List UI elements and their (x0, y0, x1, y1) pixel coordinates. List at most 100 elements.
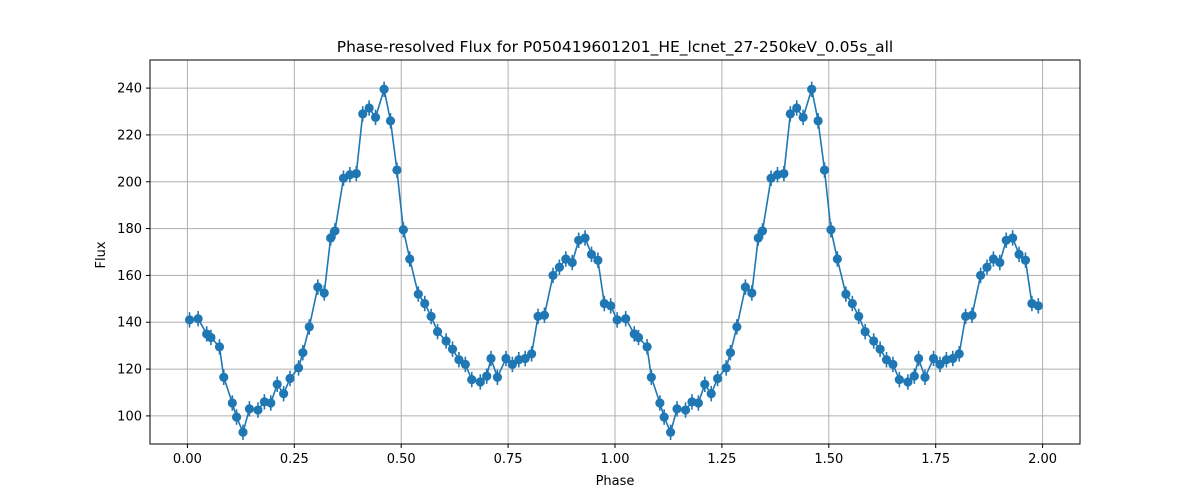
data-point (646, 372, 656, 382)
data-point (813, 116, 823, 126)
data-point (413, 289, 423, 299)
grid (150, 60, 1080, 444)
data-point (665, 427, 676, 437)
data-point (869, 336, 879, 346)
data-point (832, 254, 842, 264)
data-point (913, 353, 924, 364)
data-point (792, 103, 802, 113)
data-point (567, 257, 577, 268)
data-point (713, 373, 723, 384)
x-tick-label: 0.50 (387, 452, 416, 467)
x-tick-label: 0.75 (494, 452, 523, 467)
data-point (330, 226, 340, 236)
data-point (266, 398, 276, 408)
y-tick-label: 220 (117, 128, 142, 143)
data-point (385, 116, 396, 126)
data-point (732, 322, 742, 332)
data-point (826, 225, 836, 235)
data-point (370, 112, 381, 122)
data-point (785, 109, 795, 119)
data-point (881, 355, 892, 365)
data-point (244, 404, 255, 414)
data-point (847, 298, 857, 309)
data-point (379, 84, 389, 94)
data-point (554, 262, 565, 272)
data-point (441, 336, 451, 346)
data-point (486, 353, 496, 364)
data-point (238, 427, 248, 437)
data-point (841, 289, 851, 299)
y-axis: 100 120 140 160 180 200 220 240 (117, 82, 150, 424)
x-axis-label: Phase (596, 474, 635, 489)
data-point (219, 372, 229, 382)
data-point (888, 359, 898, 369)
data-point (501, 353, 511, 364)
y-tick-label: 180 (117, 222, 142, 237)
data-point (520, 353, 530, 364)
data-point (909, 371, 919, 381)
data-point (757, 226, 768, 236)
y-tick-label: 160 (117, 269, 142, 284)
data-point (593, 255, 603, 265)
data-point (903, 377, 913, 387)
data-point (659, 412, 669, 422)
y-tick-label: 100 (117, 409, 142, 424)
data-point (358, 109, 368, 119)
data-point (1020, 255, 1031, 265)
data-point (351, 168, 361, 179)
data-point (405, 254, 415, 264)
data-point (420, 298, 430, 309)
data-point (967, 310, 977, 320)
x-tick-label: 2.00 (1028, 452, 1057, 467)
data-point (319, 288, 329, 298)
data-point (954, 349, 964, 359)
data-point (612, 315, 622, 325)
data-point (285, 373, 295, 384)
data-point (700, 379, 710, 389)
x-axis: 0.00 0.25 0.50 0.75 1.00 1.25 1.50 1.75 2.00 (173, 444, 1057, 467)
data-point (854, 311, 864, 321)
data-point (460, 359, 470, 369)
data-point (304, 322, 314, 332)
x-tick-label: 0.25 (280, 452, 309, 467)
data-point (982, 262, 992, 272)
data-point (392, 165, 402, 175)
y-tick-label: 200 (117, 175, 142, 190)
data-point (454, 355, 464, 365)
data-point (253, 405, 263, 415)
data-point (1014, 249, 1024, 259)
data-point (475, 377, 485, 387)
data-point (1033, 301, 1043, 311)
data-point (580, 233, 590, 243)
data-point (279, 389, 289, 399)
data-point (398, 225, 408, 235)
data-point (214, 342, 225, 352)
data-point (426, 311, 436, 321)
x-tick-label: 1.00 (601, 452, 630, 467)
data-point (798, 112, 808, 122)
data-point (621, 314, 631, 324)
data-point (227, 398, 237, 408)
data-point (693, 398, 703, 408)
data-point (819, 165, 830, 175)
data-point (807, 84, 817, 94)
data-point (364, 103, 374, 113)
data-point (721, 363, 731, 373)
data-point (548, 270, 558, 281)
data-point (975, 270, 986, 281)
data-point (928, 353, 939, 364)
data-point (482, 371, 492, 381)
data-point (633, 332, 644, 343)
data-point (184, 315, 195, 325)
data-point (706, 389, 716, 399)
data-point (894, 375, 904, 385)
data-point (875, 344, 885, 354)
chart-title: Phase-resolved Flux for P050419601201_HE… (337, 38, 893, 57)
data-point (606, 301, 616, 311)
x-tick-label: 1.25 (707, 452, 736, 467)
data-point (432, 327, 443, 337)
data-point (293, 363, 304, 373)
data-point (680, 405, 691, 415)
data-point (747, 288, 757, 298)
